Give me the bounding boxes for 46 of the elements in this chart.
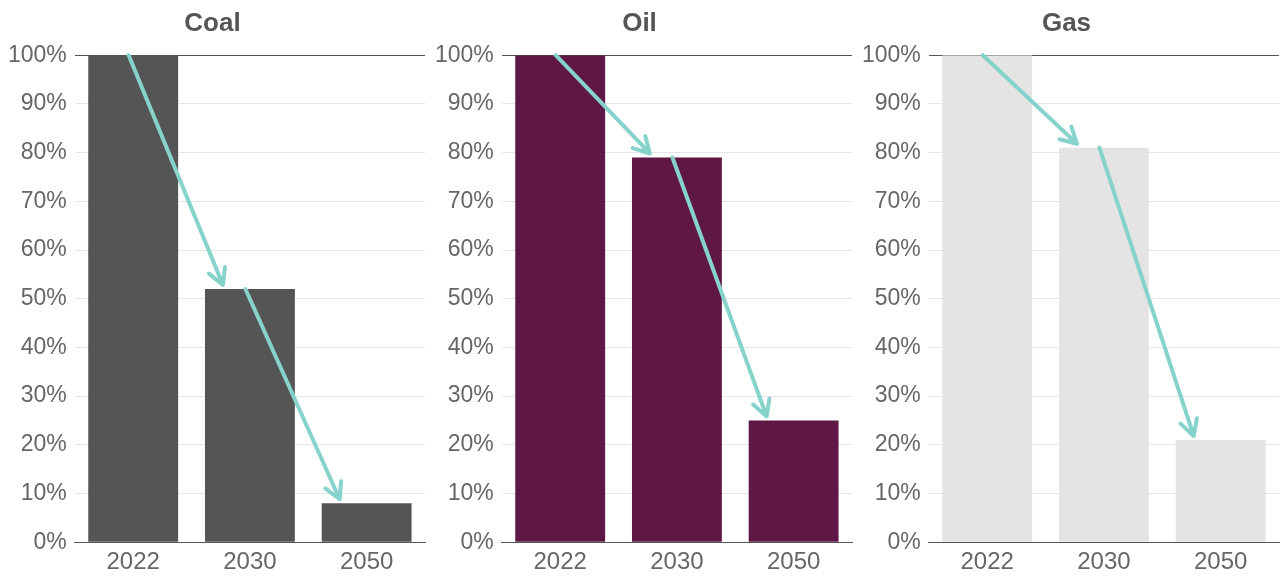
y-tick-label: 100% bbox=[435, 40, 494, 67]
y-tick-label: 10% bbox=[874, 478, 921, 505]
y-tick-label: 70% bbox=[20, 186, 67, 213]
y-tick-label: 20% bbox=[20, 430, 67, 457]
x-tick-label: 2030 bbox=[650, 547, 704, 575]
y-tick-label: 80% bbox=[874, 137, 921, 164]
y-tick-label: 60% bbox=[874, 235, 921, 262]
y-tick-label: 30% bbox=[447, 381, 494, 408]
y-tick-label: 0% bbox=[460, 527, 494, 554]
y-tick-label: 70% bbox=[447, 186, 494, 213]
y-tick-label: 20% bbox=[874, 430, 921, 457]
y-tick-label: 90% bbox=[20, 89, 67, 116]
chart-title: Gas bbox=[1041, 6, 1092, 37]
y-tick-label: 60% bbox=[20, 235, 67, 262]
y-tick-label: 60% bbox=[447, 235, 494, 262]
y-tick-label: 40% bbox=[20, 332, 67, 359]
y-tick-label: 80% bbox=[447, 137, 494, 164]
y-tick-label: 10% bbox=[447, 478, 494, 505]
y-tick-label: 50% bbox=[447, 284, 494, 311]
x-tick-label: 2050 bbox=[766, 547, 821, 575]
y-tick-label: 40% bbox=[447, 332, 494, 359]
x-tick-label: 2050 bbox=[1193, 547, 1248, 575]
y-tick-label: 70% bbox=[874, 186, 921, 213]
y-tick-label: 100% bbox=[862, 40, 921, 67]
x-tick-label: 2030 bbox=[223, 547, 277, 575]
x-tick-label: 2022 bbox=[960, 547, 1014, 575]
chart-title: Coal bbox=[184, 6, 241, 37]
y-tick-label: 90% bbox=[874, 89, 921, 116]
y-tick-label: 50% bbox=[874, 284, 921, 311]
y-tick-label: 30% bbox=[20, 381, 67, 408]
x-tick-label: 2050 bbox=[339, 547, 394, 575]
y-tick-label: 40% bbox=[874, 332, 921, 359]
y-tick-label: 0% bbox=[887, 527, 921, 554]
y-tick-label: 20% bbox=[447, 430, 494, 457]
x-tick-label: 2030 bbox=[1077, 547, 1131, 575]
chart-title: Oil bbox=[622, 6, 657, 37]
y-tick-label: 0% bbox=[33, 527, 67, 554]
y-tick-label: 30% bbox=[874, 381, 921, 408]
x-tick-label: 2022 bbox=[106, 547, 160, 575]
y-tick-label: 100% bbox=[8, 40, 67, 67]
bar bbox=[748, 420, 839, 542]
y-tick-label: 10% bbox=[20, 478, 67, 505]
y-tick-label: 80% bbox=[20, 137, 67, 164]
x-tick-label: 2022 bbox=[533, 547, 587, 575]
y-tick-label: 50% bbox=[20, 284, 67, 311]
y-tick-label: 90% bbox=[447, 89, 494, 116]
